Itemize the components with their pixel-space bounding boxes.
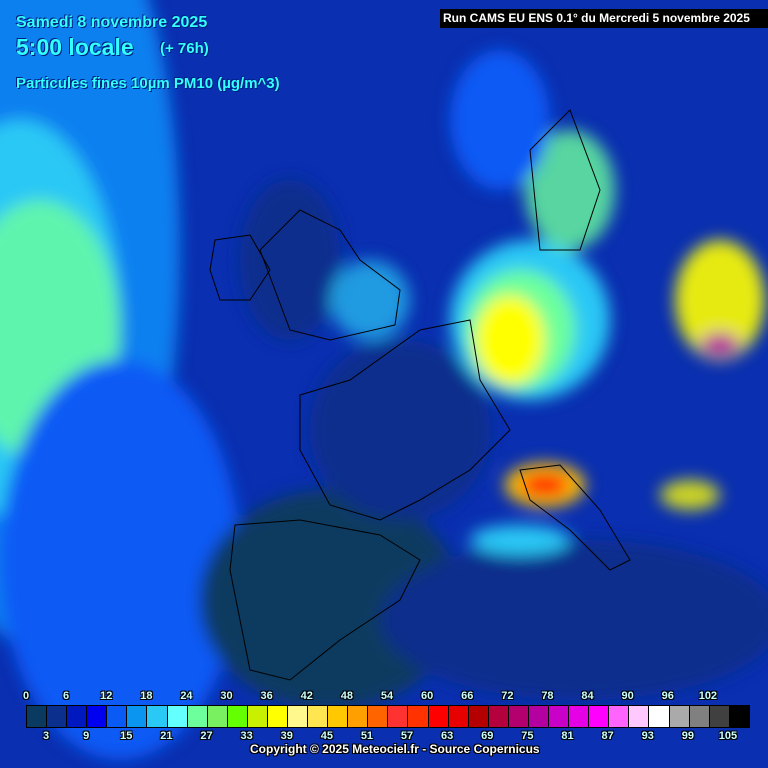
parameter-label: Particules fines 10µm PM10 (µg/m^3) — [16, 75, 280, 92]
legend-swatch — [308, 706, 329, 727]
legend-tick-top: 66 — [461, 690, 474, 702]
legend-swatch — [87, 706, 108, 727]
legend-swatch — [207, 706, 228, 727]
legend-swatch — [488, 706, 509, 727]
color-scale — [26, 705, 750, 728]
run-info: Run CAMS EU ENS 0.1° du Mercredi 5 novem… — [440, 9, 768, 28]
legend-tick-top: 30 — [220, 690, 233, 702]
legend-swatch — [328, 706, 349, 727]
legend-swatch — [147, 706, 168, 727]
legend-swatch — [368, 706, 389, 727]
copyright: Copyright © 2025 Meteociel.fr - Source C… — [250, 742, 540, 756]
forecast-lead-time: (+ 76h) — [160, 40, 209, 57]
legend-swatch — [67, 706, 88, 727]
legend-tick-top: 48 — [340, 690, 353, 702]
legend-swatch — [267, 706, 289, 727]
legend-swatch — [669, 706, 690, 727]
legend-tick-bottom: 9 — [83, 730, 90, 742]
legend-swatch — [448, 706, 469, 727]
legend-tick-top: 42 — [300, 690, 313, 702]
legend-swatch — [629, 706, 650, 727]
forecast-date: Samedi 8 novembre 2025 — [16, 14, 208, 31]
legend-tick-bottom: 87 — [601, 730, 614, 742]
legend-tick-top: 12 — [100, 690, 113, 702]
legend-swatch — [569, 706, 590, 727]
legend-swatch — [388, 706, 409, 727]
legend-tick-bottom: 81 — [561, 730, 574, 742]
legend-swatch — [528, 706, 550, 727]
legend-tick-bottom: 93 — [641, 730, 654, 742]
legend-tick-top: 84 — [581, 690, 594, 702]
legend-tick-top: 78 — [541, 690, 554, 702]
legend-swatch — [689, 706, 710, 727]
legend-swatch — [508, 706, 529, 727]
legend-tick-top: 90 — [621, 690, 634, 702]
legend-swatch — [609, 706, 630, 727]
legend-tick-bottom: 69 — [481, 730, 494, 742]
legend-tick-bottom: 63 — [441, 730, 454, 742]
legend-tick-bottom: 27 — [200, 730, 213, 742]
legend-tick-top: 24 — [180, 690, 193, 702]
legend-tick-bottom: 51 — [360, 730, 374, 742]
legend-swatch — [709, 706, 730, 727]
legend-swatch — [187, 706, 208, 727]
legend-tick-top: 54 — [380, 690, 394, 702]
legend-swatch — [428, 706, 449, 727]
legend-swatch — [47, 706, 68, 727]
legend-tick-top: 18 — [140, 690, 153, 702]
legend-tick-top: 60 — [420, 690, 434, 702]
legend-tick-top: 102 — [698, 690, 718, 702]
legend-swatch — [468, 706, 489, 727]
legend-swatch — [649, 706, 670, 727]
legend-swatch — [247, 706, 268, 727]
legend-tick-bottom: 21 — [160, 730, 173, 742]
legend-swatch — [348, 706, 369, 727]
legend-tick-bottom: 105 — [718, 730, 738, 742]
legend-swatch — [729, 706, 749, 727]
legend-swatch — [227, 706, 248, 727]
legend-swatch — [288, 706, 309, 727]
legend-tick-bottom: 75 — [521, 730, 534, 742]
legend-tick-top: 72 — [501, 690, 514, 702]
legend-swatch — [27, 706, 48, 727]
legend-tick-bottom: 15 — [120, 730, 133, 742]
legend-swatch — [127, 706, 148, 727]
legend-tick-bottom: 3 — [42, 730, 50, 742]
legend-tick-top: 0 — [22, 690, 30, 702]
legend-swatch — [589, 706, 610, 727]
legend-swatch — [549, 706, 570, 727]
legend-swatch — [107, 706, 128, 727]
legend-swatch — [167, 706, 188, 727]
legend-swatch — [408, 706, 429, 727]
legend-tick-bottom: 57 — [400, 730, 414, 742]
legend-tick-top: 6 — [63, 690, 70, 702]
forecast-time: 5:00 locale — [16, 34, 134, 60]
legend-tick-top: 36 — [260, 690, 273, 702]
coastlines — [209, 109, 631, 681]
legend-tick-bottom: 33 — [240, 730, 253, 742]
legend-tick-bottom: 39 — [280, 730, 293, 742]
legend-tick-top: 96 — [661, 690, 674, 702]
legend-tick-bottom: 45 — [320, 730, 333, 742]
legend-tick-bottom: 99 — [681, 730, 694, 742]
